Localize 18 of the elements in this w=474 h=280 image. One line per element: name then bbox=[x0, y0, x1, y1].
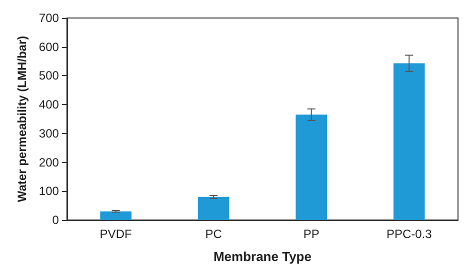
x-tick-label: PP bbox=[303, 227, 320, 241]
y-tick-label: 0 bbox=[52, 213, 60, 227]
bar bbox=[100, 211, 132, 220]
x-tick-label: PPC-0.3 bbox=[386, 227, 432, 241]
x-tick-label: PC bbox=[205, 227, 222, 241]
y-tick-label: 600 bbox=[38, 40, 60, 54]
bar bbox=[393, 63, 425, 220]
y-tick-label: 400 bbox=[38, 98, 60, 112]
bar bbox=[296, 114, 327, 220]
y-tick-label: 300 bbox=[38, 126, 60, 140]
y-tick-label: 100 bbox=[38, 184, 60, 198]
y-tick-label: 500 bbox=[38, 68, 60, 83]
y-axis-title: Water permeability (LMH/bar) bbox=[15, 36, 29, 202]
y-tick-label: 200 bbox=[38, 155, 60, 170]
bar bbox=[198, 196, 230, 220]
x-axis-title: Membrane Type bbox=[213, 249, 312, 264]
y-tick-label: 700 bbox=[38, 11, 60, 25]
x-tick-label: PVDF bbox=[100, 227, 132, 241]
